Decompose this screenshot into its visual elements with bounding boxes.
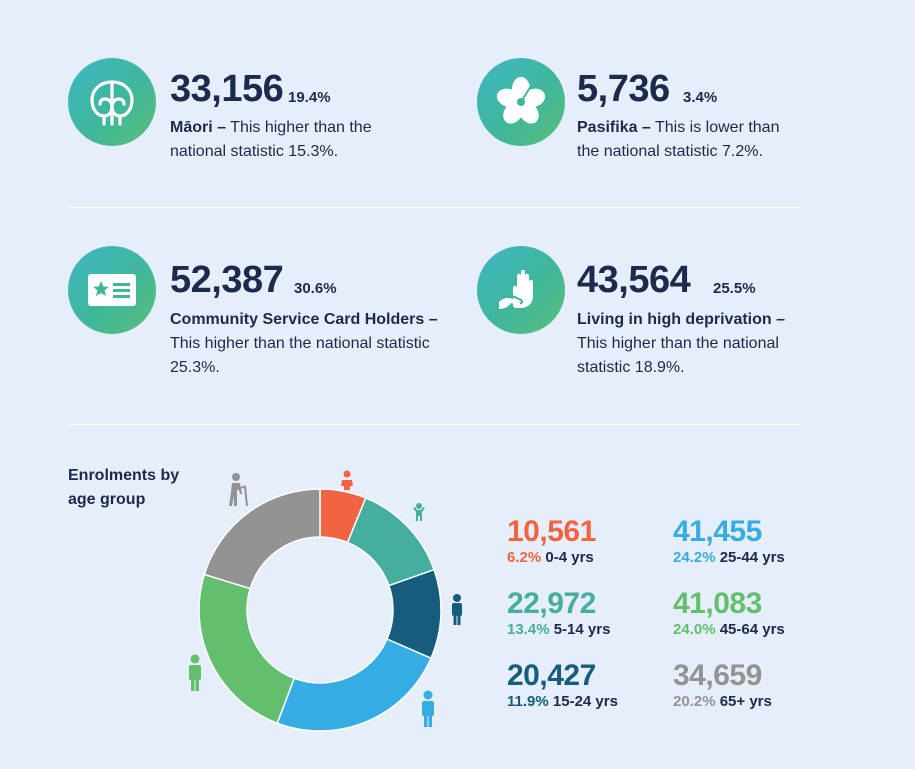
age-group-65-plus: 34,659 20.2% 65+ yrs [673,660,772,712]
age-range: 45-64 yrs [719,621,785,638]
age-percent: 20.2% [673,693,716,710]
maori-description: Māori – This higher than the national st… [170,116,380,164]
divider-bottom [68,424,800,425]
divider-top [68,207,800,208]
age-range: 25-44 yrs [719,549,785,566]
donut-slice-65-yrs [203,488,321,590]
age-detail: 20.2% 65+ yrs [673,692,772,712]
age-detail: 11.9% 15-24 yrs [507,692,618,712]
pasifika-label: Pasifika – [577,119,651,136]
teen-icon [452,594,462,625]
child-icon [413,503,425,521]
age-range: 65+ yrs [719,693,772,710]
age-group-15-24: 20,427 11.9% 15-24 yrs [507,660,618,712]
middle-age-icon [189,654,201,691]
age-range: 5-14 yrs [553,621,611,638]
age-group-0-4: 10,561 6.2% 0-4 yrs [507,516,596,568]
age-group-25-44: 41,455 24.2% 25-44 yrs [673,516,785,568]
csc-description: Community Service Card Holders – This hi… [170,308,440,380]
age-detail: 6.2% 0-4 yrs [507,548,596,568]
maori-label: Māori – [170,119,227,136]
maori-percent: 19.4% [288,89,331,106]
age-detail: 13.4% 5-14 yrs [507,620,610,640]
age-count: 10,561 [507,515,596,548]
age-count: 20,427 [507,659,596,692]
maori-count: 33,156 [170,68,284,110]
id-card-icon [68,246,156,334]
csc-label: Community Service Card Holders – [170,311,438,328]
koru-icon [68,58,156,146]
age-percent: 24.0% [673,621,716,638]
csc-text: This higher than the national statistic … [170,335,430,376]
csc-count: 52,387 [170,259,284,301]
deprivation-percent: 25.5% [713,280,756,297]
elderly-icon [229,473,248,507]
donut-slices [198,488,442,732]
hibiscus-icon [477,58,565,146]
age-group-45-64: 41,083 24.0% 45-64 yrs [673,588,785,640]
age-range: 15-24 yrs [552,693,618,710]
age-count: 41,083 [673,587,762,620]
pasifika-text: This is lower than the national statisti… [577,119,780,160]
age-count: 22,972 [507,587,596,620]
age-percent: 13.4% [507,621,550,638]
age-count: 41,455 [673,515,762,548]
age-percent: 11.9% [507,693,549,710]
hands-icon [477,246,565,334]
csc-percent: 30.6% [294,280,337,297]
deprivation-text: This higher than the national statistic … [577,335,779,376]
age-range: 0-4 yrs [545,549,594,566]
age-group-5-14: 22,972 13.4% 5-14 yrs [507,588,610,640]
pasifika-count: 5,736 [577,68,670,110]
deprivation-description: Living in high deprivation – This higher… [577,308,807,380]
enrolments-title: Enrolments by age group [68,467,180,508]
pasifika-description: Pasifika – This is lower than the nation… [577,116,802,164]
baby-icon [341,470,353,490]
donut-slice-45-64-yrs [198,573,296,725]
age-donut-chart [189,470,462,732]
age-count: 34,659 [673,659,762,692]
age-detail: 24.0% 45-64 yrs [673,620,785,640]
pasifika-percent: 3.4% [683,89,718,106]
age-percent: 6.2% [507,549,542,566]
donut-slice-25-44-yrs [276,638,432,732]
age-percent: 24.2% [673,549,716,566]
deprivation-label: Living in high deprivation – [577,311,786,328]
maori-text: This higher than the national statistic … [170,119,372,160]
age-detail: 24.2% 25-44 yrs [673,548,785,568]
deprivation-count: 43,564 [577,259,691,301]
adult-icon [422,690,434,727]
